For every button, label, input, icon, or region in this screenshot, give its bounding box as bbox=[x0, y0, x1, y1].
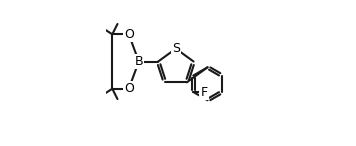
Text: O: O bbox=[124, 28, 134, 41]
Text: B: B bbox=[135, 55, 143, 68]
Text: F: F bbox=[200, 86, 208, 99]
Text: S: S bbox=[172, 42, 180, 55]
Text: O: O bbox=[124, 82, 134, 95]
